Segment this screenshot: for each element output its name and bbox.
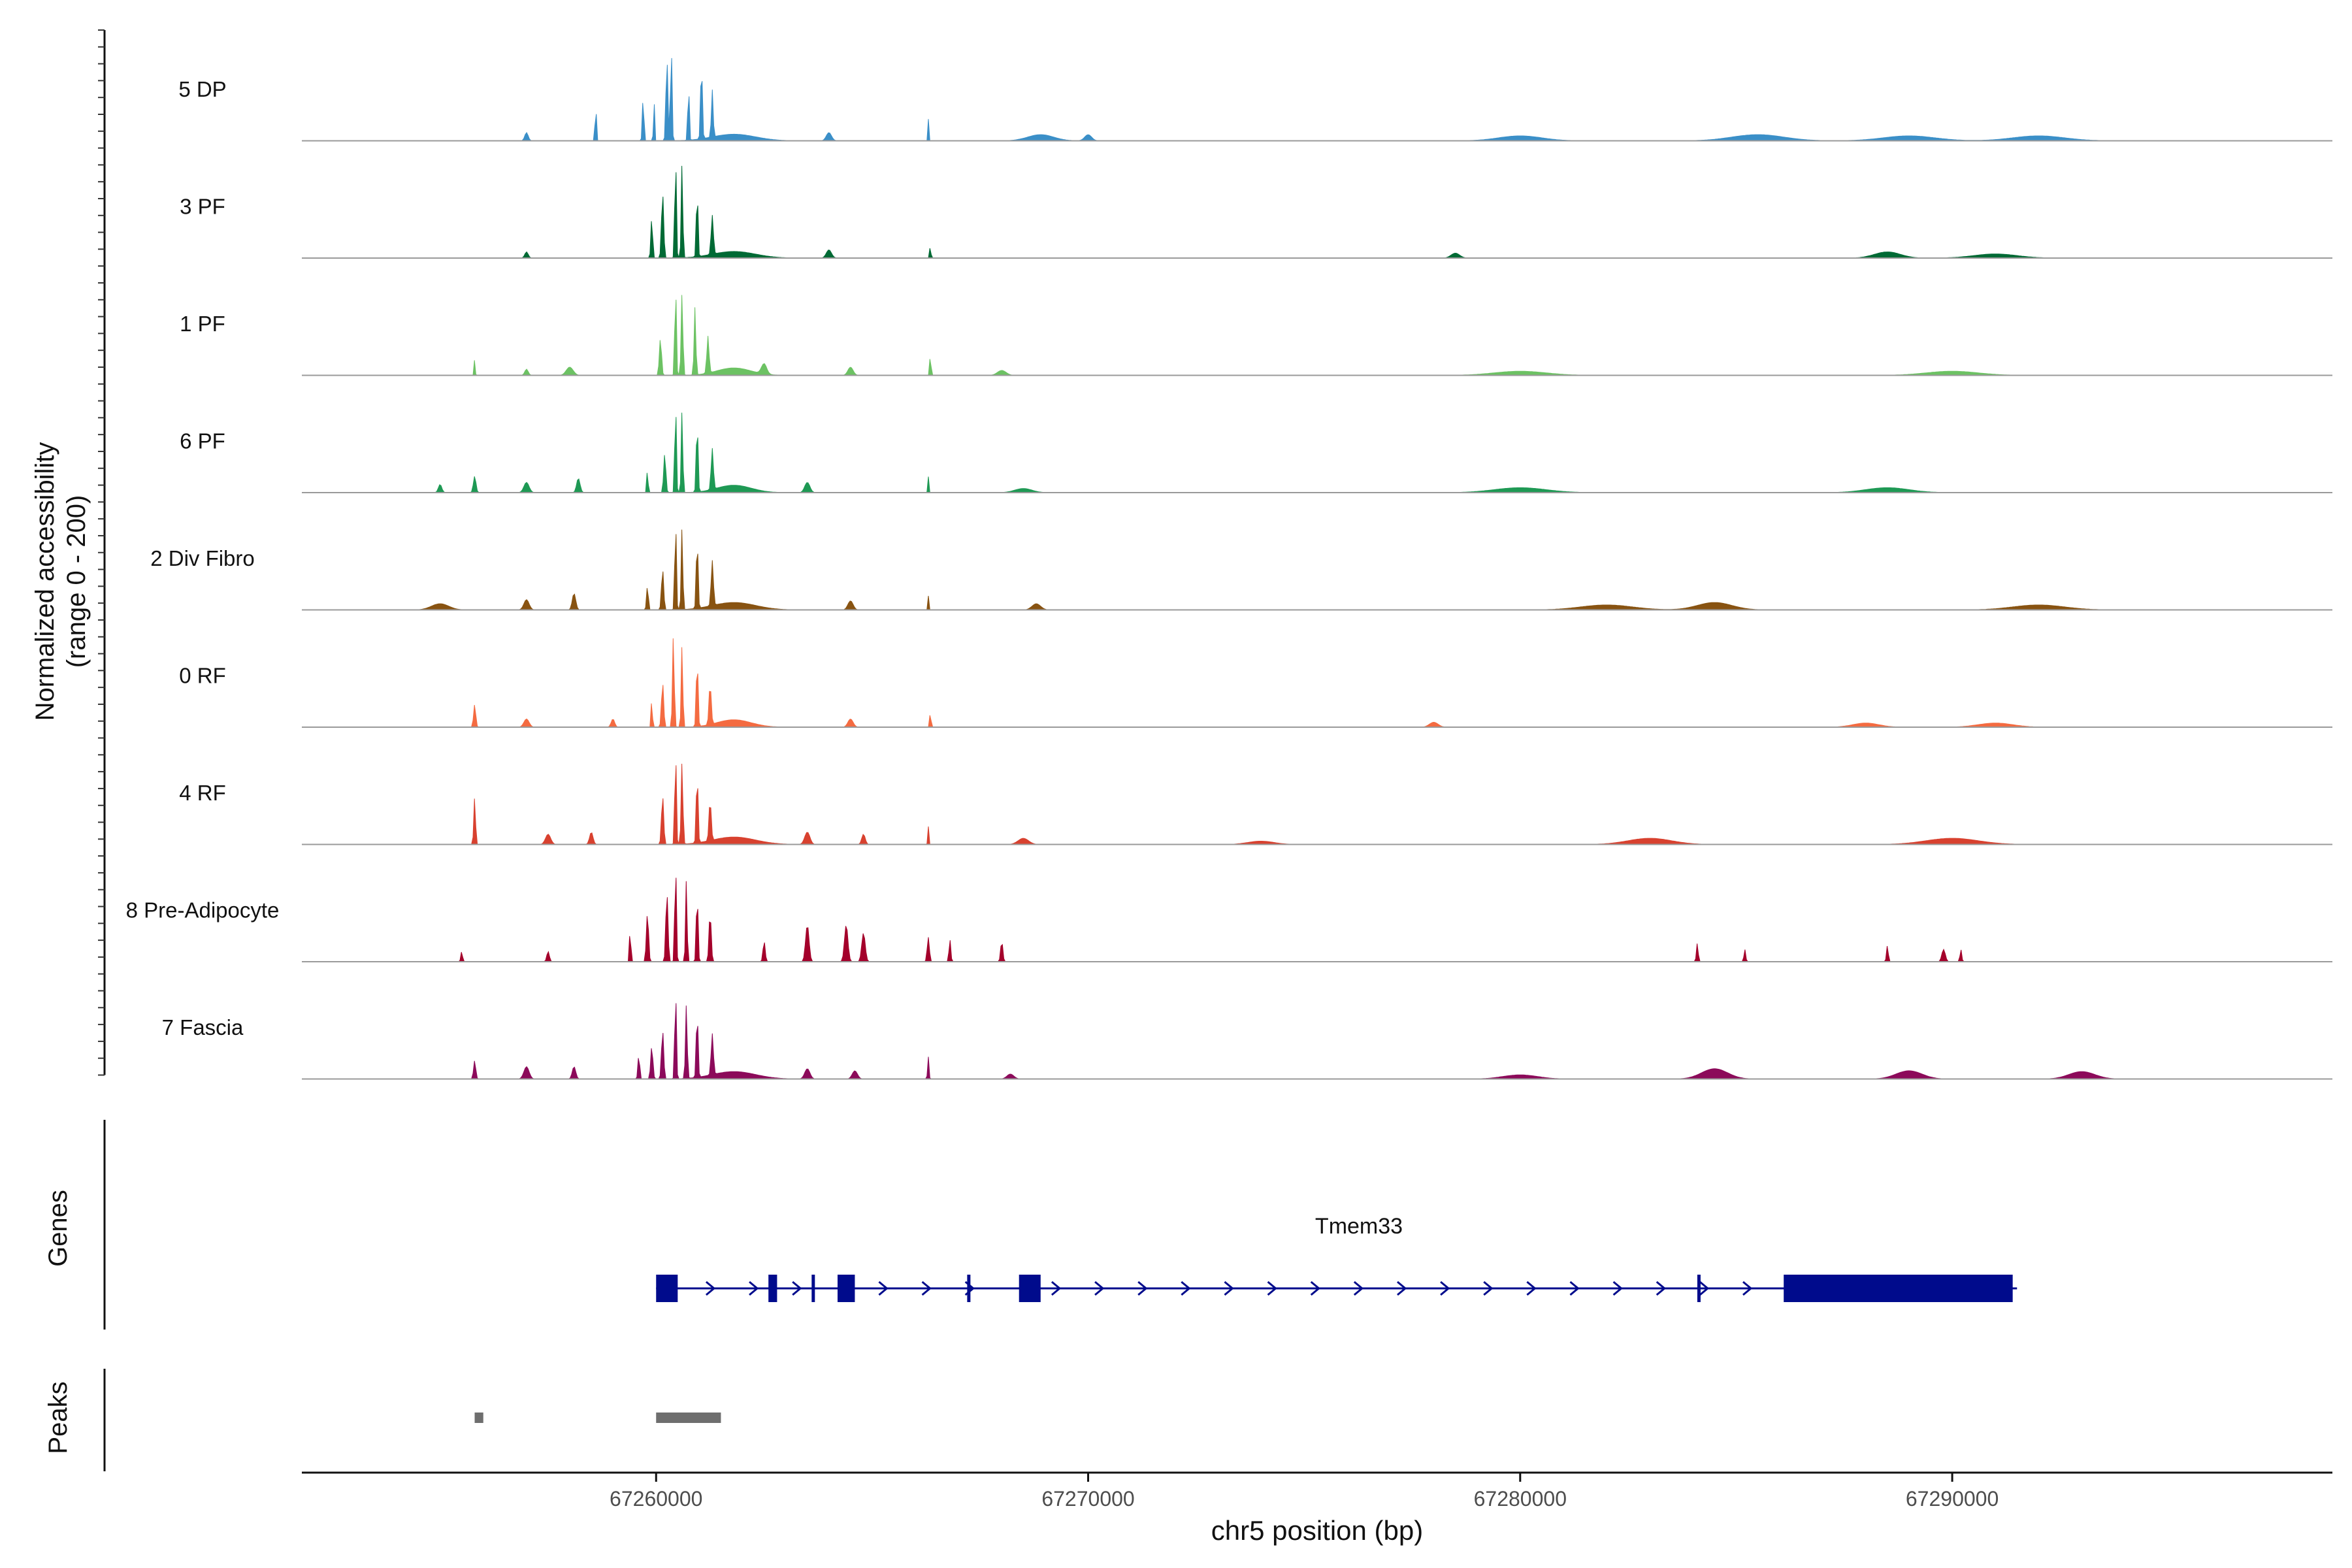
- track-label-1: 5 DP: [178, 77, 226, 101]
- x-tick-label-2: 67270000: [1041, 1487, 1134, 1511]
- track-label-4: 6 PF: [180, 429, 225, 453]
- gene-strand-chevron: [1353, 1281, 1364, 1296]
- gene-strand-chevron: [1699, 1281, 1710, 1296]
- y-axis-title-line2: (range 0 - 200): [62, 495, 91, 668]
- coverage-area-7: [302, 763, 2332, 845]
- gene-strand-chevron: [1094, 1281, 1105, 1296]
- coverage-area-8: [302, 877, 2332, 962]
- gene-exon-small: [811, 1275, 815, 1302]
- coverage-area-4: [302, 412, 2332, 493]
- coverage-area-5: [302, 529, 2332, 610]
- coverage-area-1: [302, 57, 2332, 141]
- gene-strand-chevron: [878, 1281, 889, 1296]
- gene-strand-chevron: [1224, 1281, 1234, 1296]
- gene-exon: [1019, 1275, 1041, 1302]
- coverage-tracks: 5 DP 3 PF 1 PF 6 PF 2 Div Fibro 0 RF 4 RF 8 Pre…: [98, 29, 2332, 1080]
- track-label-2: 3 PF: [180, 195, 225, 219]
- x-axis: 67260000 67270000 67280000 67290000: [302, 1471, 2332, 1511]
- gene-strand-chevron: [1181, 1281, 1191, 1296]
- peaks-panel: [103, 1369, 721, 1471]
- gene-name-label: Tmem33: [1315, 1214, 1403, 1239]
- track-label-7: 4 RF: [179, 781, 226, 805]
- track-label-9: 7 Fascia: [162, 1015, 244, 1039]
- coverage-area-2: [302, 165, 2332, 259]
- track-label-6: 0 RF: [179, 664, 226, 688]
- gene-strand-chevron: [921, 1281, 932, 1296]
- peaks-panel-label: Peaks: [44, 1381, 73, 1454]
- gene-strand-chevron: [1267, 1281, 1277, 1296]
- gene-strand-chevron: [1137, 1281, 1148, 1296]
- track-label-3: 1 PF: [180, 312, 225, 336]
- gene-exon: [837, 1275, 855, 1302]
- peak-region-1: [474, 1413, 483, 1423]
- gene-exon: [656, 1275, 678, 1302]
- gene-strand-chevron: [1310, 1281, 1321, 1296]
- gene-exon: [768, 1275, 777, 1302]
- gene-strand-chevron: [705, 1281, 716, 1296]
- x-tick-label-4: 67290000: [1906, 1487, 1999, 1511]
- coverage-area-9: [302, 1003, 2332, 1080]
- genes-panel: [103, 1120, 2017, 1330]
- peak-region-2: [656, 1413, 721, 1423]
- gene-strand-chevron: [1483, 1281, 1494, 1296]
- coverage-area-3: [302, 295, 2332, 376]
- gene-strand-chevron: [1612, 1281, 1623, 1296]
- gene-strand-chevron: [1526, 1281, 1537, 1296]
- gene-exon: [1784, 1275, 2013, 1302]
- coverage-area-6: [302, 638, 2332, 728]
- genes-panel-label: Genes: [44, 1190, 73, 1267]
- gene-strand-chevron: [1396, 1281, 1407, 1296]
- track-label-8: 8 Pre-Adipocyte: [126, 898, 280, 923]
- gene-strand-chevron: [1051, 1281, 1062, 1296]
- gene-exon-small: [967, 1275, 971, 1302]
- x-axis-title: chr5 position (bp): [1211, 1515, 1424, 1546]
- gene-strand-chevron: [1742, 1281, 1753, 1296]
- gene-strand-chevron: [792, 1281, 802, 1296]
- x-tick-label-3: 67280000: [1474, 1487, 1567, 1511]
- track-label-5: 2 Div Fibro: [150, 546, 255, 570]
- gene-strand-chevron: [1440, 1281, 1450, 1296]
- y-axis-title-line1: Normalized accessibility: [31, 442, 59, 721]
- gene-strand-chevron: [1569, 1281, 1580, 1296]
- x-tick-label-1: 67260000: [610, 1487, 702, 1511]
- gene-strand-chevron: [749, 1281, 759, 1296]
- gene-strand-chevron: [1656, 1281, 1667, 1296]
- gene-exon-small: [1697, 1275, 1701, 1302]
